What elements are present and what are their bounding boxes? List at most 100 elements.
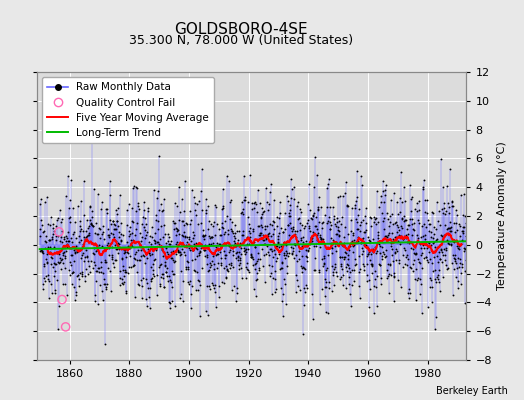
Point — [326, 234, 335, 241]
Point — [271, 244, 280, 251]
Point — [102, 258, 111, 265]
Point — [446, 228, 455, 234]
Point — [325, 226, 334, 232]
Point — [403, 222, 412, 228]
Point — [72, 292, 80, 298]
Point — [98, 230, 106, 237]
Point — [117, 238, 126, 244]
Point — [162, 269, 170, 275]
Point — [37, 196, 46, 202]
Point — [302, 238, 310, 244]
Point — [36, 233, 44, 239]
Point — [405, 222, 413, 228]
Point — [234, 228, 243, 234]
Point — [319, 219, 328, 225]
Point — [230, 233, 238, 239]
Point — [456, 223, 465, 230]
Point — [165, 240, 173, 247]
Point — [322, 267, 330, 274]
Point — [98, 199, 106, 205]
Point — [115, 233, 123, 240]
Point — [118, 255, 126, 262]
Point — [153, 195, 161, 202]
Point — [293, 238, 302, 244]
Point — [127, 242, 136, 249]
Point — [269, 218, 278, 225]
Point — [425, 283, 434, 290]
Point — [245, 221, 253, 228]
Point — [103, 281, 111, 287]
Point — [456, 260, 464, 266]
Point — [79, 250, 88, 256]
Point — [314, 206, 322, 212]
Point — [413, 217, 422, 224]
Point — [245, 269, 253, 275]
Point — [106, 287, 115, 294]
Point — [346, 243, 354, 249]
Point — [60, 249, 69, 256]
Point — [380, 226, 388, 232]
Point — [40, 275, 49, 281]
Point — [234, 237, 242, 244]
Point — [41, 238, 49, 244]
Point — [166, 241, 174, 247]
Point — [82, 233, 90, 240]
Point — [88, 138, 96, 144]
Point — [91, 230, 99, 236]
Point — [350, 237, 358, 243]
Point — [66, 258, 74, 265]
Point — [81, 228, 90, 234]
Point — [277, 243, 285, 250]
Point — [70, 284, 79, 291]
Point — [419, 245, 428, 252]
Point — [245, 234, 254, 240]
Point — [220, 230, 228, 237]
Point — [282, 263, 291, 269]
Point — [423, 259, 432, 265]
Point — [81, 278, 89, 284]
Point — [173, 226, 182, 232]
Point — [163, 230, 172, 237]
Point — [167, 249, 175, 255]
Point — [440, 245, 448, 252]
Point — [47, 280, 55, 287]
Point — [310, 267, 319, 273]
Point — [406, 182, 414, 188]
Point — [121, 246, 129, 253]
Point — [111, 257, 119, 264]
Point — [209, 252, 217, 259]
Point — [59, 250, 67, 257]
Point — [411, 276, 419, 282]
Point — [305, 207, 314, 213]
Point — [105, 234, 113, 240]
Point — [398, 199, 407, 206]
Point — [276, 199, 285, 205]
Point — [319, 263, 328, 270]
Point — [225, 178, 233, 184]
Point — [434, 266, 443, 273]
Point — [149, 266, 157, 273]
Point — [47, 260, 55, 267]
Point — [299, 234, 308, 240]
Point — [83, 217, 91, 224]
Point — [226, 198, 235, 205]
Point — [464, 261, 473, 267]
Point — [62, 232, 70, 239]
Point — [448, 198, 456, 205]
Point — [303, 254, 312, 260]
Point — [165, 250, 173, 257]
Point — [95, 269, 104, 275]
Point — [442, 245, 450, 251]
Point — [447, 260, 456, 266]
Point — [221, 255, 230, 261]
Point — [323, 264, 331, 271]
Point — [376, 249, 384, 256]
Point — [448, 203, 456, 209]
Point — [281, 210, 289, 216]
Point — [134, 202, 142, 209]
Point — [270, 196, 279, 203]
Point — [86, 204, 94, 210]
Point — [278, 298, 286, 304]
Point — [320, 260, 329, 267]
Point — [310, 183, 318, 190]
